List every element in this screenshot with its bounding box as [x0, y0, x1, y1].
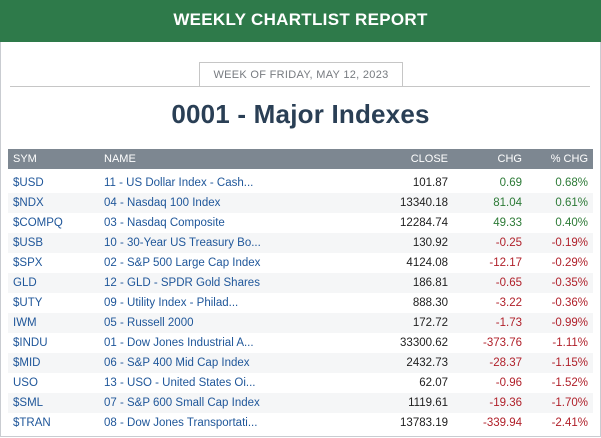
row-name-link[interactable]: 09 - Utility Index - Philad...	[104, 297, 239, 309]
row-close: 62.07	[419, 377, 448, 389]
row-change: 49.33	[493, 217, 522, 229]
divider	[10, 86, 590, 87]
row-change: -3.22	[495, 297, 522, 309]
row-close: 13340.18	[400, 197, 448, 209]
table-row[interactable]: USO 13 - USO - United States Oi... 62.07 -0…	[8, 373, 593, 393]
row-name-link[interactable]: 08 - Dow Jones Transportati...	[104, 417, 258, 429]
row-change: 81.04	[493, 197, 522, 209]
row-symbol-link[interactable]: GLD	[13, 277, 37, 289]
row-name-link[interactable]: 02 - S&P 500 Large Cap Index	[104, 257, 261, 269]
table-row[interactable]: $NDX 04 - Nasdaq 100 Index 13340.18 81.04 0.…	[8, 193, 593, 213]
row-pct-change: 0.61%	[555, 197, 588, 209]
page-title: 0001 - Major Indexes	[171, 99, 430, 129]
col-name[interactable]: NAME	[104, 153, 136, 165]
row-pct-change: -1.11%	[552, 337, 588, 349]
row-symbol-link[interactable]: $SPX	[13, 257, 43, 269]
row-close: 2432.73	[406, 357, 448, 369]
row-symbol-link[interactable]: $USD	[13, 177, 44, 189]
row-name-link[interactable]: 03 - Nasdaq Composite	[104, 217, 225, 229]
row-pct-change: 0.40%	[555, 217, 588, 229]
row-change: -0.25	[495, 237, 522, 249]
row-change: -373.76	[482, 337, 522, 349]
table-row[interactable]: $SML 07 - S&P 600 Small Cap Index 1119.61 -…	[8, 393, 593, 413]
report-header: WEEKLY CHARTLIST REPORT	[0, 0, 601, 42]
week-label: WEEK OF FRIDAY, MAY 12, 2023	[199, 62, 403, 86]
row-close: 130.92	[412, 237, 448, 249]
row-close: 1119.61	[408, 397, 448, 409]
table-row[interactable]: $TRAN 08 - Dow Jones Transportati... 13783…	[8, 413, 593, 433]
row-close: 13783.19	[400, 417, 448, 429]
row-name-link[interactable]: 07 - S&P 600 Small Cap Index	[104, 397, 260, 409]
row-pct-change: -1.15%	[551, 357, 588, 369]
row-change: -12.17	[489, 257, 522, 269]
table-row[interactable]: GLD 12 - GLD - SPDR Gold Shares 186.81 -0.6…	[8, 273, 593, 293]
table-header: SYM NAME CLOSE CHG % CHG	[8, 149, 593, 169]
table-row[interactable]: $USB 10 - 30-Year US Treasury Bo... 130.92…	[8, 233, 593, 253]
row-pct-change: -0.35%	[551, 277, 588, 289]
row-close: 186.81	[412, 277, 448, 289]
row-symbol-link[interactable]: $UTY	[13, 297, 43, 309]
row-symbol-link[interactable]: $COMPQ	[13, 217, 63, 229]
col-pct-chg[interactable]: % CHG	[550, 153, 588, 165]
table-row[interactable]: IWM 05 - Russell 2000 172.72 -1.73 -0.99%	[8, 313, 593, 333]
table-row[interactable]: $INDU 01 - Dow Jones Industrial A... 33300…	[8, 333, 593, 353]
row-change: -28.37	[489, 357, 522, 369]
row-change: -0.65	[495, 277, 522, 289]
row-close: 172.72	[412, 317, 448, 329]
row-name-link[interactable]: 01 - Dow Jones Industrial A...	[104, 337, 254, 349]
row-pct-change: -0.99%	[551, 317, 588, 329]
row-pct-change: -1.70%	[551, 397, 588, 409]
row-change: -339.94	[482, 417, 522, 429]
table-row[interactable]: $MID 06 - S&P 400 Mid Cap Index 2432.73 -28…	[8, 353, 593, 373]
row-name-link[interactable]: 11 - US Dollar Index - Cash...	[104, 177, 254, 189]
row-close: 101.87	[412, 177, 448, 189]
row-symbol-link[interactable]: USO	[13, 377, 38, 389]
row-symbol-link[interactable]: $USB	[13, 237, 44, 249]
row-name-link[interactable]: 10 - 30-Year US Treasury Bo...	[104, 237, 261, 249]
row-symbol-link[interactable]: $MID	[13, 357, 41, 369]
table-row[interactable]: $COMPQ 03 - Nasdaq Composite 12284.74 49.33…	[8, 213, 593, 233]
row-pct-change: -2.41%	[551, 417, 588, 429]
row-symbol-link[interactable]: $SML	[13, 397, 44, 409]
row-symbol-link[interactable]: $INDU	[13, 337, 48, 349]
row-name-link[interactable]: 12 - GLD - SPDR Gold Shares	[104, 277, 260, 289]
row-symbol-link[interactable]: $TRAN	[13, 417, 51, 429]
row-name-link[interactable]: 05 - Russell 2000	[104, 317, 194, 329]
table-row[interactable]: $UTY 09 - Utility Index - Philad... 888.30…	[8, 293, 593, 313]
row-symbol-link[interactable]: IWM	[13, 317, 37, 329]
table-row[interactable]: $USD 11 - US Dollar Index - Cash... 101.87…	[8, 173, 593, 193]
row-change: -1.73	[495, 317, 522, 329]
row-name-link[interactable]: 06 - S&P 400 Mid Cap Index	[104, 357, 250, 369]
row-close: 4124.08	[406, 257, 448, 269]
row-pct-change: -0.36%	[551, 297, 588, 309]
row-pct-change: -0.19%	[551, 237, 588, 249]
row-change: -19.36	[489, 397, 522, 409]
row-close: 33300.62	[400, 337, 448, 349]
row-change: -0.96	[495, 377, 522, 389]
row-pct-change: -0.29%	[551, 257, 588, 269]
row-change: 0.69	[499, 177, 522, 189]
row-close: 12284.74	[400, 217, 448, 229]
row-name-link[interactable]: 13 - USO - United States Oi...	[104, 377, 256, 389]
col-sym[interactable]: SYM	[13, 153, 37, 165]
row-pct-change: 0.68%	[555, 177, 588, 189]
col-chg[interactable]: CHG	[497, 153, 522, 165]
table-row[interactable]: $SPX 02 - S&P 500 Large Cap Index 4124.08 -…	[8, 253, 593, 273]
row-name-link[interactable]: 04 - Nasdaq 100 Index	[104, 197, 221, 209]
row-close: 888.30	[412, 297, 448, 309]
row-symbol-link[interactable]: $NDX	[13, 197, 44, 209]
col-close[interactable]: CLOSE	[410, 153, 448, 165]
row-pct-change: -1.52%	[551, 377, 588, 389]
